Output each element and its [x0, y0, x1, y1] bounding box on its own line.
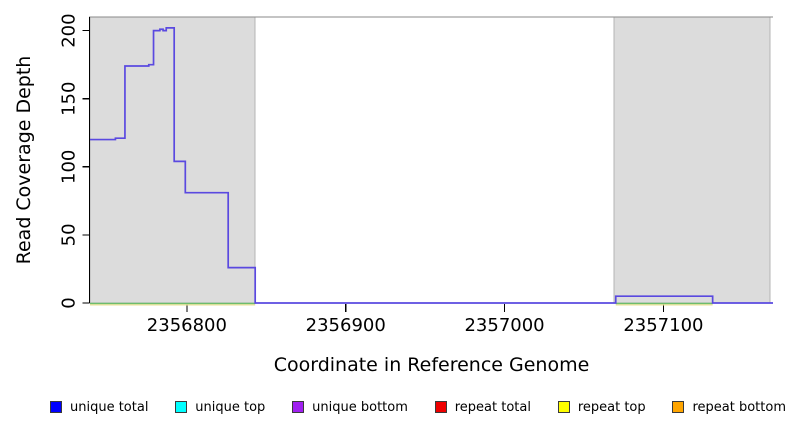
x-tick-label: 2357100 [623, 315, 703, 336]
legend-label-repeat-total: repeat total [454, 399, 531, 415]
legend-label-unique-top: unique top [195, 399, 266, 415]
y-tick-label: 50 [58, 223, 79, 246]
legend-label-unique-total: unique total [70, 399, 149, 415]
legend-item-unique-top: unique top [175, 400, 265, 415]
y-tick-label: 100 [58, 150, 79, 184]
legend-item-repeat-top: repeat top [557, 399, 646, 415]
legend-swatch-unique-top-icon [175, 401, 188, 413]
repeat-region-right [613, 16, 771, 304]
legend-swatch-unique-bottom-icon [292, 401, 305, 413]
legend-label-repeat-top: repeat top [577, 399, 646, 415]
y-axis-title: Read Coverage Depth [13, 55, 35, 265]
x-tick-label: 2356900 [306, 315, 386, 336]
x-axis: 2356800 2356900 2357000 2357100 [147, 304, 703, 336]
legend-item-repeat-total: repeat total [434, 399, 531, 415]
legend-swatch-repeat-top-icon [557, 401, 570, 413]
coverage-chart: 0 50 100 150 200 2356800 2356900 2357000 2357100 [58, 13, 773, 336]
legend-item-unique-total: unique total [50, 400, 148, 415]
legend-label-unique-bottom: unique bottom [312, 399, 408, 415]
legend-item-repeat-bottom: repeat bottom [672, 400, 786, 415]
legend-item-unique-bottom: unique bottom [292, 400, 408, 415]
y-tick-label: 0 [58, 297, 79, 308]
repeat-region-left [89, 16, 256, 304]
legend-swatch-repeat-bottom-icon [672, 401, 685, 413]
legend-swatch-unique-total-icon [50, 401, 62, 413]
chart-legend: unique total unique top unique bottom repea… [50, 397, 786, 417]
x-tick-label: 2356800 [147, 315, 227, 336]
legend-swatch-repeat-total-icon [434, 401, 447, 413]
x-tick-label: 2357000 [464, 315, 544, 336]
x-axis-title: Coordinate in Reference Genome [273, 354, 590, 376]
y-tick-label: 150 [58, 82, 79, 116]
shaded-regions [89, 16, 771, 304]
legend-label-repeat-bottom: repeat bottom [692, 399, 786, 415]
y-tick-label: 200 [58, 13, 79, 47]
coverage-step-line [90, 27, 773, 304]
y-axis: 0 50 100 150 200 [58, 13, 91, 309]
